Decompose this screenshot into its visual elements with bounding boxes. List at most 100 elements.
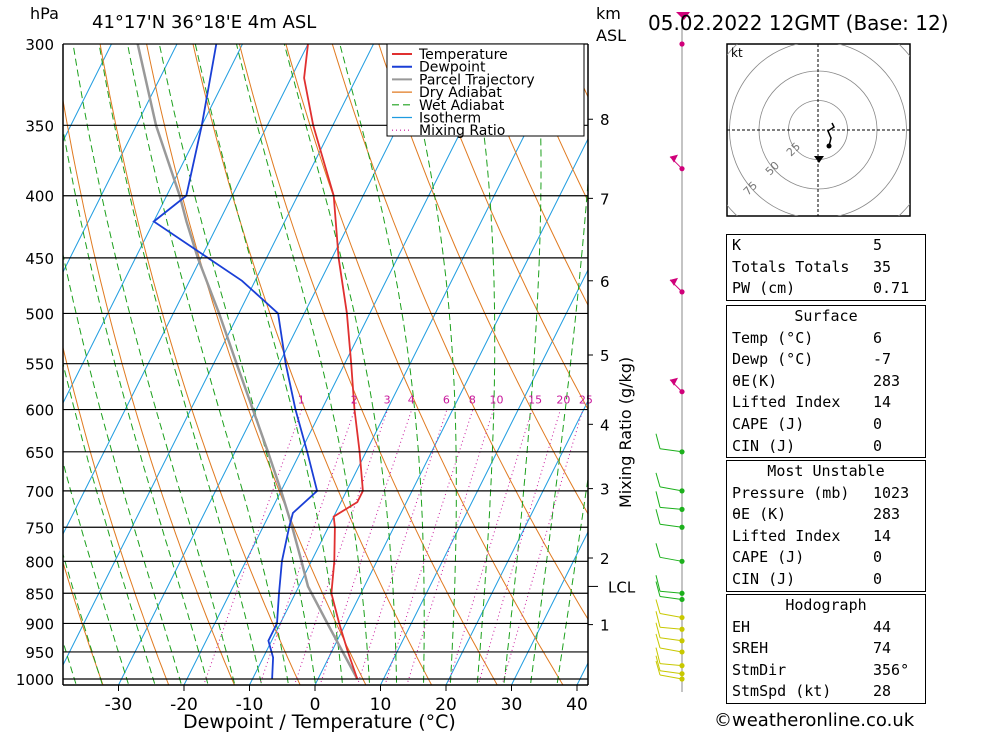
wind-barb-feather [655, 491, 661, 508]
mixing-ratio-label: 2 [351, 394, 358, 407]
legend-label: Dewpoint [419, 60, 486, 76]
legend-label: Parcel Trajectory [419, 72, 535, 88]
legend-label: Isotherm [419, 111, 481, 127]
row-key: EH [732, 617, 751, 636]
copyright-text: ©weatheronline.co.uk [714, 710, 915, 731]
mixing-ratio-line [477, 409, 561, 685]
row-key: Lifted Index [732, 526, 841, 545]
table-row: Dewp (°C) -7 [727, 349, 925, 371]
row-value: 35 [873, 257, 892, 276]
wind-level-marker [679, 649, 685, 655]
isotherm-line [445, 399, 588, 685]
row-value: 0 [873, 414, 883, 433]
temperature-tick-label: 10 [370, 695, 392, 715]
table-header: Hodograph [785, 596, 867, 614]
legend-label: Dry Adiabat [419, 85, 502, 101]
mixing-ratio-label: 1 [298, 394, 305, 407]
row-key: Dewp (°C) [732, 350, 814, 369]
isotherm-line [510, 530, 588, 685]
legend-label: Wet Adiabat [419, 98, 505, 114]
wet-adiabat-line [158, 44, 317, 685]
wet-adiabat-line [470, 44, 496, 685]
wind-level-marker [679, 558, 685, 564]
mixing-ratio-label: 15 [528, 394, 542, 407]
wind-barb-feather [655, 660, 661, 676]
wet-adiabat-line [98, 44, 263, 685]
pressure-tick-label: 950 [25, 644, 54, 662]
dry-adiabat-line [331, 44, 588, 621]
height-tick-label: 5 [600, 347, 610, 365]
mixing-ratio-line [384, 409, 474, 685]
height-tick-label: 6 [600, 273, 610, 291]
row-key: Temp (°C) [732, 328, 814, 347]
wind-barb [659, 506, 683, 510]
row-key: K [732, 236, 742, 254]
wind-barb [659, 523, 683, 528]
row-key: SREH [732, 639, 769, 658]
wet-adiabat-line [194, 44, 344, 685]
lcl-label: LCL [608, 578, 636, 596]
pressure-tick-label: 700 [25, 483, 54, 501]
pressure-tick-label: 500 [25, 305, 54, 323]
table-header: Surface [794, 307, 858, 325]
mixing-ratio-label: 3 [384, 394, 391, 407]
wind-barb-feather [655, 611, 661, 628]
pressure-tick-label: 800 [25, 553, 54, 571]
wind-level-marker [679, 614, 685, 621]
row-key: CIN (J) [732, 569, 796, 588]
chart-date-title: 05.02.2022 12GMT (Base: 12) [648, 11, 949, 35]
row-value: 283 [873, 371, 901, 390]
x-axis-label: Dewpoint / Temperature (°C) [183, 711, 456, 733]
wet-adiabat-line [402, 44, 457, 685]
wind-barb-feather [655, 647, 661, 664]
height-tick-label: 4 [600, 416, 610, 434]
isotherm-line [379, 268, 588, 685]
dry-adiabat-line [471, 44, 588, 307]
wind-barb [659, 663, 683, 667]
wind-barb-feather [655, 433, 661, 449]
wind-barb-feather [655, 472, 661, 488]
indices-table: K 5 Totals Totals 35 PW (cm) 0.71 [726, 234, 926, 301]
dry-adiabat-line [238, 44, 498, 685]
wet-adiabat-line [63, 126, 209, 685]
wind-barb [659, 486, 683, 492]
row-key: PW (cm) [732, 279, 796, 298]
row-value: 14 [873, 393, 892, 412]
pressure-tick-label: 550 [25, 356, 54, 374]
row-value: 74 [873, 639, 892, 658]
pressure-tick-label: 350 [25, 117, 54, 135]
wind-level-marker [679, 626, 685, 632]
wind-barb [659, 448, 683, 453]
surface-table: Surface Temp (°C) 6 Dewp (°C) -7 θE(K) 283 Lift… [726, 305, 926, 459]
table-row: Totals Totals 35 [727, 257, 925, 279]
hpa-unit-label: hPa [30, 4, 59, 23]
row-value: 1023 [873, 483, 910, 502]
wet-adiabat-line [63, 552, 103, 685]
table-row: CIN (J) 0 [727, 436, 925, 458]
mixing-ratio-label: 20 [556, 394, 570, 407]
wind-barb [659, 647, 683, 653]
mixing-ratio-line [203, 409, 303, 685]
pressure-tick-label: 400 [25, 188, 54, 206]
table-row: SREH 74 [727, 638, 925, 660]
table-row: PW (cm) 0.71 [727, 278, 925, 300]
dry-adiabat-line [378, 44, 588, 515]
row-key: Pressure (mb) [732, 483, 850, 502]
wet-adiabat-line [72, 44, 236, 685]
pressure-tick-label: 900 [25, 615, 54, 633]
legend-label: Mixing Ratio [419, 123, 505, 139]
hodograph-unit-label: kt [731, 46, 743, 60]
table-row: CAPE (J) 0 [727, 414, 925, 436]
table-row: Lifted Index 14 [727, 392, 925, 414]
wet-adiabat-line [556, 475, 588, 685]
wind-level-marker [679, 41, 685, 47]
wet-adiabat-line [235, 44, 371, 685]
height-tick-label: 2 [600, 550, 610, 568]
table-header: Most Unstable [767, 462, 885, 480]
dry-adiabat-line [913, 8, 1000, 705]
legend [386, 43, 585, 137]
isotherm-line [63, 44, 309, 536]
